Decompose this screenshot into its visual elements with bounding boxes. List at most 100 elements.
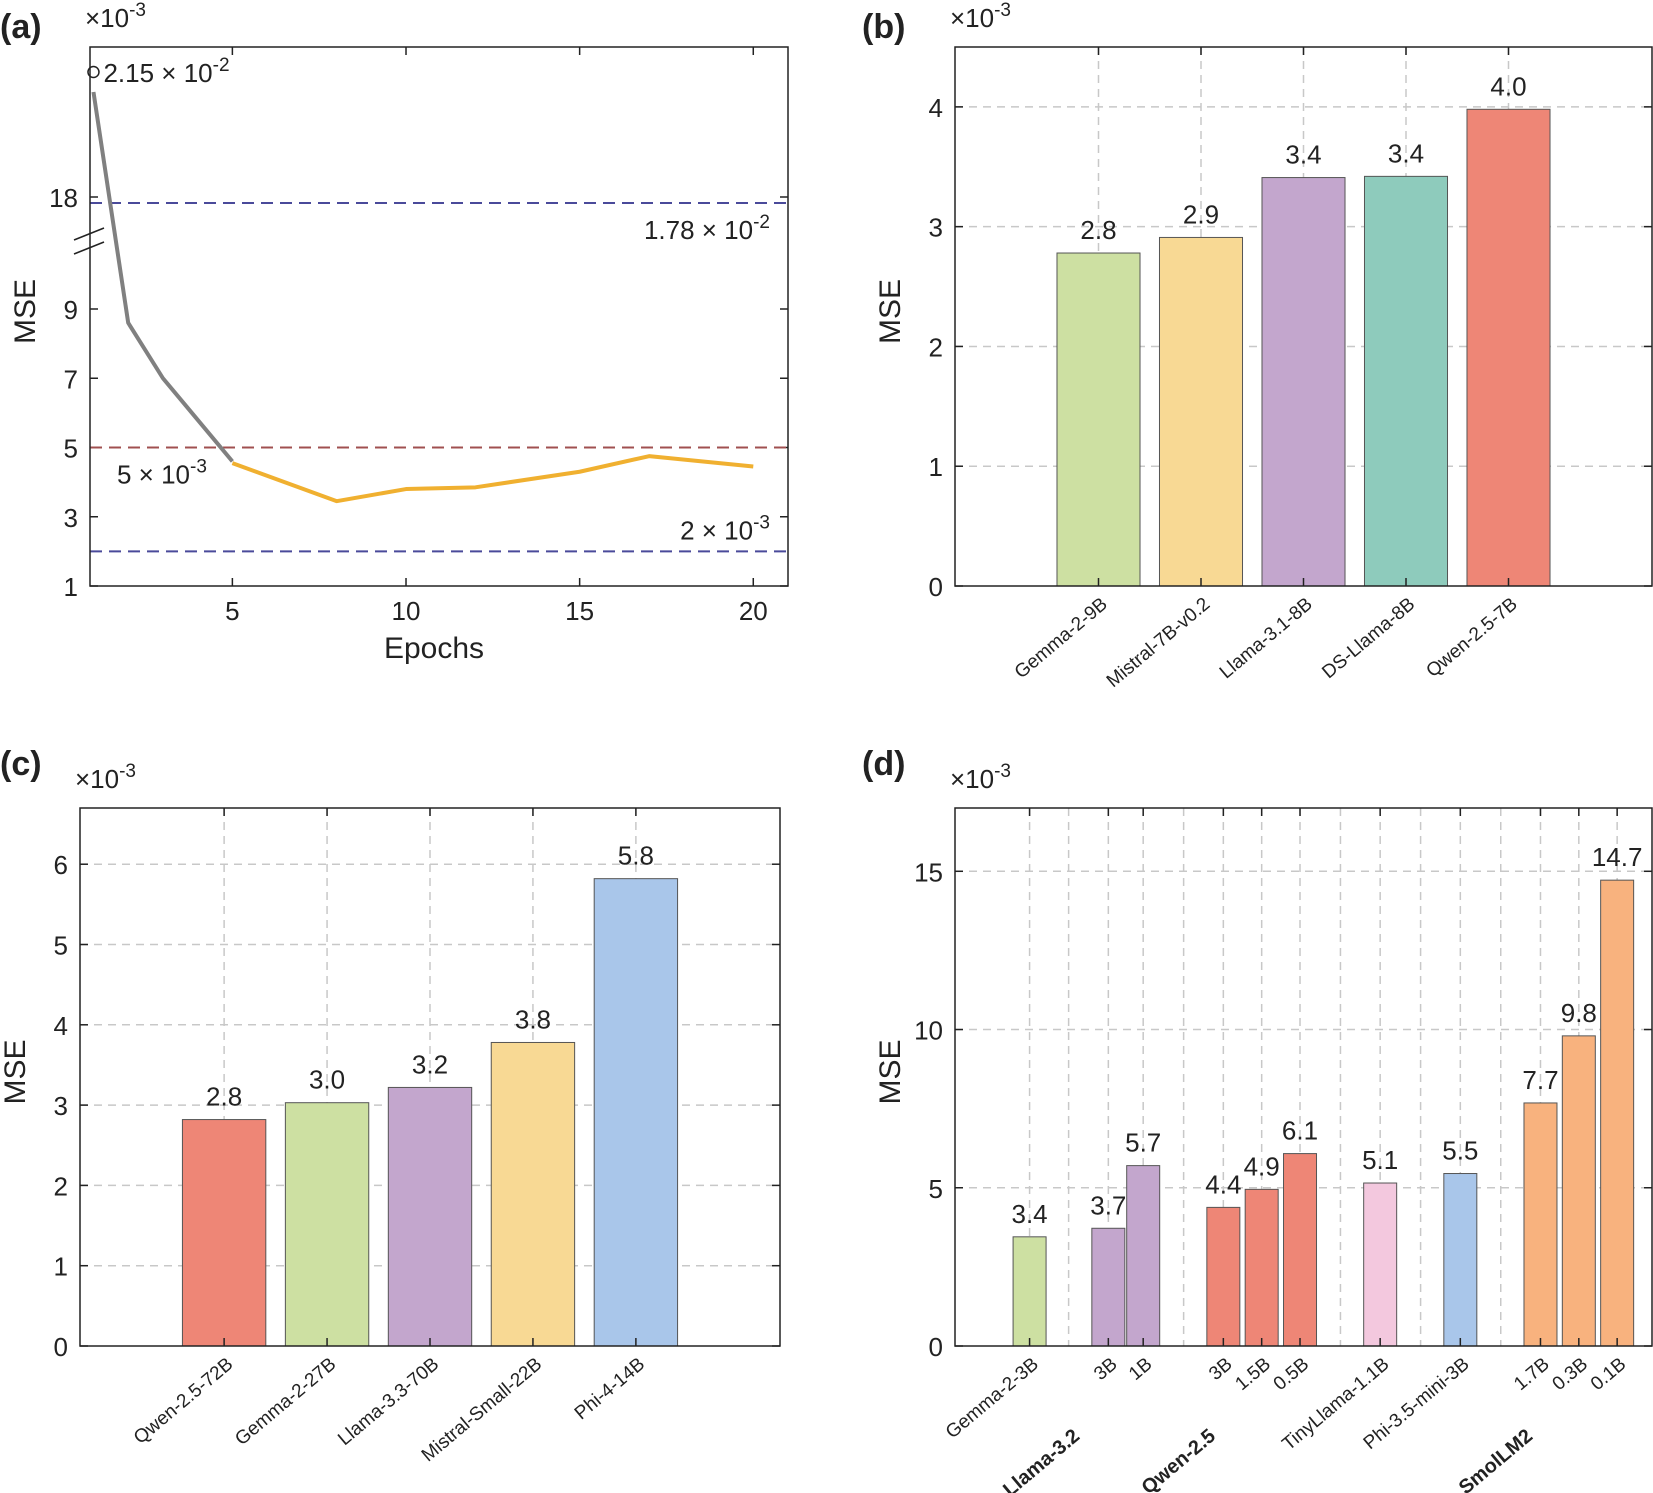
y-tick-label: 1 <box>54 1252 68 1282</box>
bar-value-label: 3.7 <box>1090 1190 1126 1220</box>
axis-exponent-power: -3 <box>129 0 146 21</box>
x-axis-title: Epochs <box>384 632 484 665</box>
bar-value-label: 3.8 <box>515 1004 551 1034</box>
panel-c: (c) ×10-3 MSE 0 1 2 3 4 5 6 2.8 Qwen-2.5-72B 3.0 Gemm… <box>0 745 781 1466</box>
bar-value-label: 3.0 <box>309 1065 345 1095</box>
series-line-initial <box>91 91 234 463</box>
axis-break-mark <box>73 227 105 241</box>
x-tick-label: 20 <box>739 596 768 626</box>
bar-value-label: 4.0 <box>1490 71 1526 101</box>
x-category-label: Gemma-2-9B <box>1011 594 1112 683</box>
bar <box>284 1102 370 1347</box>
y-tick-label: 2 <box>929 332 943 362</box>
axis-exponent-base: ×10 <box>75 764 119 794</box>
y-axis-title: MSE <box>9 279 42 344</box>
series-line-training <box>231 454 754 504</box>
x-category-label: Llama-3.1-8B <box>1216 594 1317 683</box>
bar <box>1363 175 1449 587</box>
plot-frame <box>954 807 1653 1347</box>
axis-exponent: ×10-3 <box>950 761 1011 794</box>
y-tick-label: 18 <box>49 183 78 213</box>
bar-value-label: 2.8 <box>1080 215 1116 245</box>
bar-value-label: 5.7 <box>1125 1128 1161 1158</box>
bar-value-label: 3.4 <box>1285 140 1321 170</box>
x-group-label: Llama-3.2 <box>999 1425 1084 1493</box>
bar <box>1091 1227 1126 1347</box>
bar <box>181 1119 267 1347</box>
x-group-label: Qwen-2.5 <box>1138 1425 1220 1493</box>
panel-label: (a) <box>0 8 42 46</box>
x-category-label: Gemma-2-27B <box>231 1354 340 1450</box>
x-category-label: DS-Llama-8B <box>1318 594 1419 683</box>
bar <box>1283 1153 1318 1347</box>
bar-value-label: 14.7 <box>1592 842 1643 872</box>
reference-line-label-power: -3 <box>753 512 770 533</box>
reference-line-label-power: -2 <box>753 212 770 233</box>
bar <box>1600 879 1635 1347</box>
y-tick-label: 9 <box>64 295 78 325</box>
x-tick-label: 15 <box>565 596 594 626</box>
plot-frame <box>89 46 789 587</box>
axis-exponent-base: ×10 <box>85 3 129 33</box>
y-tick-label: 0 <box>929 572 943 602</box>
bar-value-label: 7.7 <box>1522 1065 1558 1095</box>
y-tick-label: 1 <box>929 452 943 482</box>
bar <box>593 878 679 1347</box>
y-tick-label: 3 <box>64 503 78 533</box>
panel-label: (b) <box>862 8 905 46</box>
panel-label: (d) <box>862 745 905 783</box>
y-tick-label: 0 <box>929 1332 943 1362</box>
bar <box>1126 1165 1161 1347</box>
bar-value-label: 4.9 <box>1244 1151 1280 1181</box>
x-category-label: 1.7B <box>1510 1354 1553 1395</box>
x-category-label: Qwen-2.5-72B <box>130 1354 237 1449</box>
bar-value-label: 6.1 <box>1282 1116 1318 1146</box>
x-category-label: 1B <box>1125 1354 1156 1385</box>
axis-exponent-power: -3 <box>994 761 1011 782</box>
y-tick-label: 5 <box>929 1174 943 1204</box>
reference-line-label: 5 × 10-3 <box>117 457 207 490</box>
axis-exponent: ×10-3 <box>950 0 1011 33</box>
panel-b: (b) ×10-3 MSE 0 1 2 3 4 2.8 Gemma-2-9B 2.9 Mistral-… <box>862 0 1653 692</box>
y-tick-label: 10 <box>914 1016 943 1046</box>
x-category-label: Mistral-7B-v0.2 <box>1103 594 1214 692</box>
axis-exponent: ×10-3 <box>85 0 146 33</box>
panel-label: (c) <box>0 745 42 783</box>
x-category-label: 1.5B <box>1231 1354 1274 1395</box>
x-category-label: 0.1B <box>1587 1354 1630 1395</box>
bar <box>1012 1236 1047 1347</box>
bar-value-label: 5.5 <box>1442 1136 1478 1166</box>
bar <box>1443 1173 1478 1347</box>
bar <box>1244 1188 1279 1347</box>
y-tick-label: 2 <box>54 1171 68 1201</box>
reference-line-label-base: 5 × 10 <box>117 460 190 490</box>
y-tick-label: 5 <box>54 931 68 961</box>
x-category-label: 0.5B <box>1270 1354 1313 1395</box>
y-axis-title: MSE <box>874 1039 907 1104</box>
bar <box>1561 1035 1596 1347</box>
y-tick-label: 6 <box>54 850 68 880</box>
bar-value-label: 4.4 <box>1205 1169 1241 1199</box>
start-annotation: 2.15 × 10-2 <box>103 55 229 88</box>
y-axis-title: MSE <box>874 279 907 344</box>
bar <box>490 1041 576 1347</box>
reference-line-label: 2 × 10-3 <box>680 512 770 545</box>
bar-value-label: 2.9 <box>1183 199 1219 229</box>
start-annotation-power: -2 <box>213 55 230 76</box>
y-axis-title: MSE <box>0 1039 32 1104</box>
axis-exponent: ×10-3 <box>75 761 136 794</box>
y-tick-label: 7 <box>64 364 78 394</box>
reference-line-label-base: 1.78 × 10 <box>644 215 753 245</box>
y-tick-label: 3 <box>929 213 943 243</box>
bar <box>1466 108 1551 587</box>
y-tick-label: 4 <box>54 1011 68 1041</box>
x-category-label: Gemma-2-3B <box>942 1354 1043 1443</box>
plot-frame <box>79 807 781 1347</box>
reference-line-label-base: 2 × 10 <box>680 515 753 545</box>
y-tick-label: 4 <box>929 93 943 123</box>
bar <box>1056 252 1141 587</box>
bar <box>387 1086 473 1347</box>
y-tick-label: 5 <box>64 434 78 464</box>
bar-value-label: 3.4 <box>1388 138 1424 168</box>
